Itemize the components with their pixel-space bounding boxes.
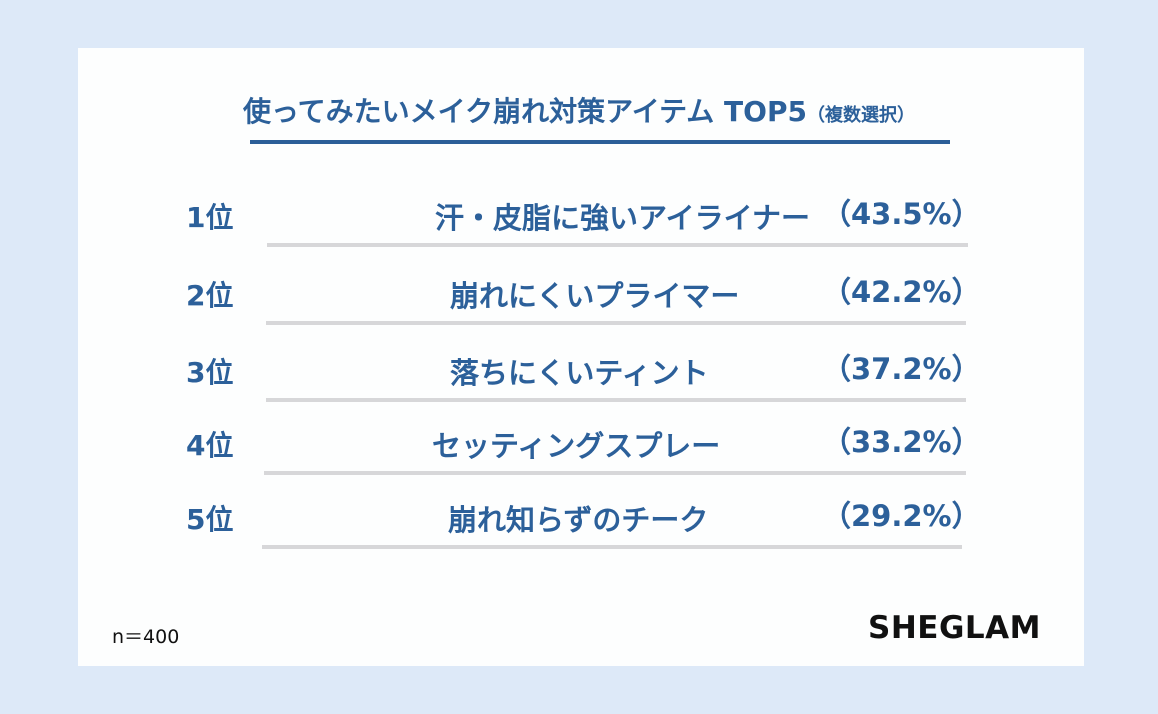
chart-title: 使ってみたいメイク崩れ対策アイテム TOP5（複数選択） — [0, 90, 1158, 130]
percent-label: （37.2%） — [822, 352, 981, 386]
item-label: セッティングスプレー — [432, 429, 721, 463]
chart-card — [78, 48, 1084, 666]
rank-label: 1位 — [186, 201, 234, 234]
chart-title-main: 使ってみたいメイク崩れ対策アイテム TOP5 — [243, 95, 807, 128]
title-underline — [250, 140, 950, 144]
item-label: 汗・皮脂に強いアイライナー — [435, 201, 810, 235]
row-divider — [262, 545, 962, 549]
percent-label: （29.2%） — [822, 499, 981, 533]
rank-label: 2位 — [186, 279, 234, 312]
item-label: 崩れにくいプライマー — [450, 279, 740, 313]
brand-logo: SHEGLAM — [868, 610, 1041, 646]
percent-label: （33.2%） — [822, 425, 981, 459]
row-divider — [264, 471, 966, 475]
rank-label: 4位 — [186, 429, 234, 462]
ranking-row-3: 3位 落ちにくいティント （37.2%） — [0, 352, 1158, 415]
row-divider — [267, 243, 968, 247]
rank-label: 3位 — [186, 356, 234, 389]
percent-label: （43.5%） — [822, 197, 981, 231]
item-label: 崩れ知らずのチーク — [448, 503, 709, 537]
row-divider — [266, 398, 966, 402]
item-label: 落ちにくいティント — [450, 356, 709, 390]
percent-label: （42.2%） — [822, 275, 981, 309]
sample-size-note: n＝400 — [112, 626, 180, 648]
rank-label: 5位 — [186, 503, 234, 536]
ranking-row-1: 1位 汗・皮脂に強いアイライナー （43.5%） — [0, 197, 1158, 260]
chart-title-note: （複数選択） — [806, 105, 915, 126]
row-divider — [266, 321, 966, 325]
ranking-row-2: 2位 崩れにくいプライマー （42.2%） — [0, 275, 1158, 338]
ranking-row-5: 5位 崩れ知らずのチーク （29.2%） — [0, 499, 1158, 562]
ranking-row-4: 4位 セッティングスプレー （33.2%） — [0, 425, 1158, 488]
